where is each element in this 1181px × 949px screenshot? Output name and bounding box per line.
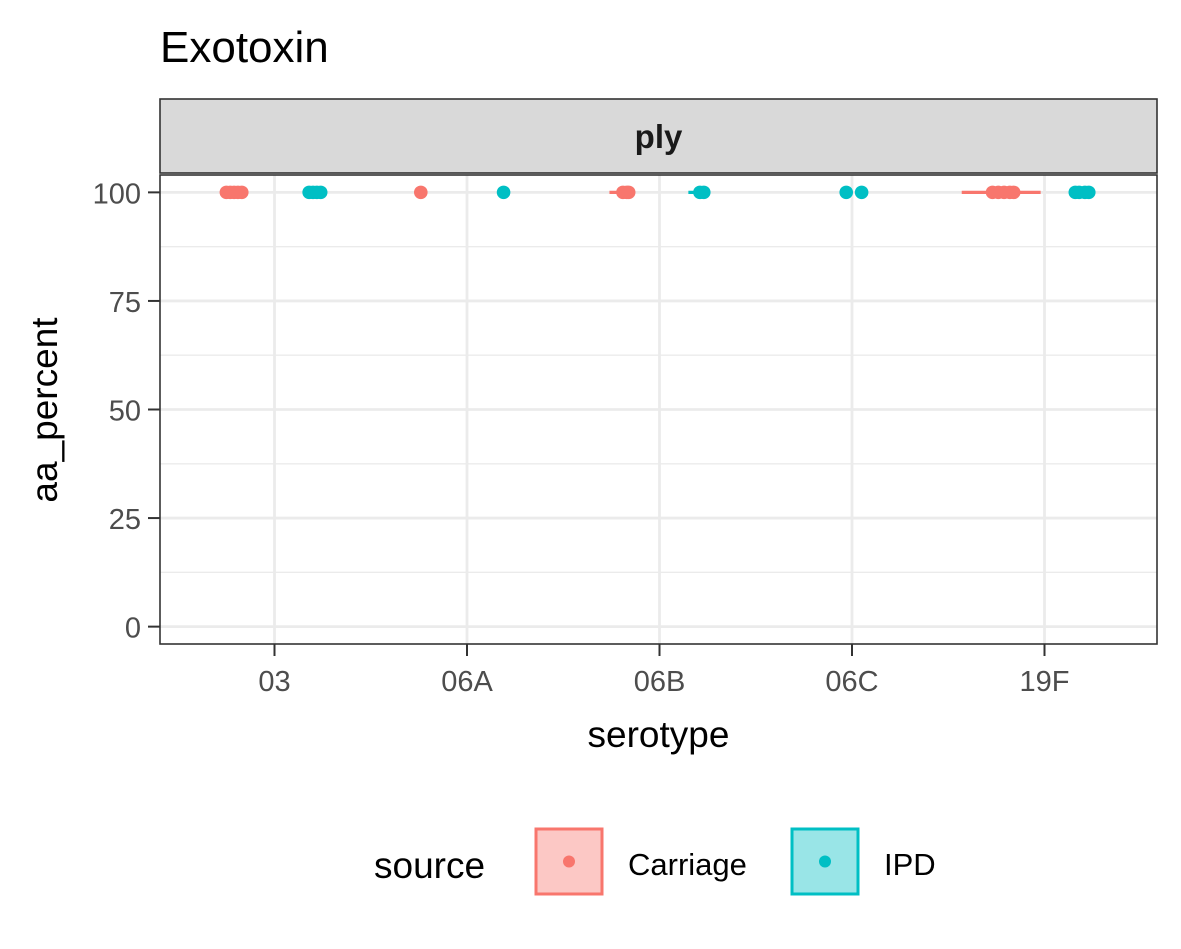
point-ipd — [313, 185, 328, 200]
x-tick-label: 19F — [1020, 666, 1070, 698]
point-ipd — [854, 185, 869, 200]
point-carriage — [234, 185, 249, 200]
grid-layer — [160, 175, 1157, 644]
facet-label: ply — [635, 118, 683, 155]
legend-label-ipd: IPD — [884, 847, 936, 882]
y-tick-label: 25 — [109, 504, 141, 536]
x-axis-title: serotype — [588, 714, 730, 755]
chart-title: Exotoxin — [160, 23, 329, 72]
y-tick-label: 50 — [109, 396, 141, 428]
x-tick-label: 06B — [634, 666, 686, 698]
y-tick-label: 75 — [109, 287, 141, 319]
legend-title: source — [374, 845, 485, 886]
point-carriage — [621, 185, 636, 200]
y-tick-label: 100 — [93, 178, 141, 210]
point-carriage — [1006, 185, 1021, 200]
facet-strip — [159, 98, 1158, 174]
x-tick-label: 06C — [825, 666, 878, 698]
x-tick-label: 03 — [258, 666, 290, 698]
legend-label-carriage: Carriage — [628, 847, 747, 882]
y-axis-title: aa_percent — [24, 317, 65, 503]
point-ipd — [1081, 185, 1096, 200]
legend: source Carriage IPD — [374, 827, 936, 896]
axis-layer: 0 25 50 75 100 03 06A 06B 06C 19F — [93, 178, 1070, 698]
legend-key-carriage-dot — [563, 855, 575, 868]
point-carriage — [414, 185, 428, 200]
marks-layer — [219, 185, 1096, 200]
point-ipd — [839, 185, 854, 200]
point-ipd — [696, 185, 711, 200]
x-tick-label: 06A — [441, 666, 493, 698]
point-ipd — [496, 185, 511, 200]
legend-key-ipd-dot — [819, 855, 831, 868]
y-tick-label: 0 — [125, 613, 141, 645]
